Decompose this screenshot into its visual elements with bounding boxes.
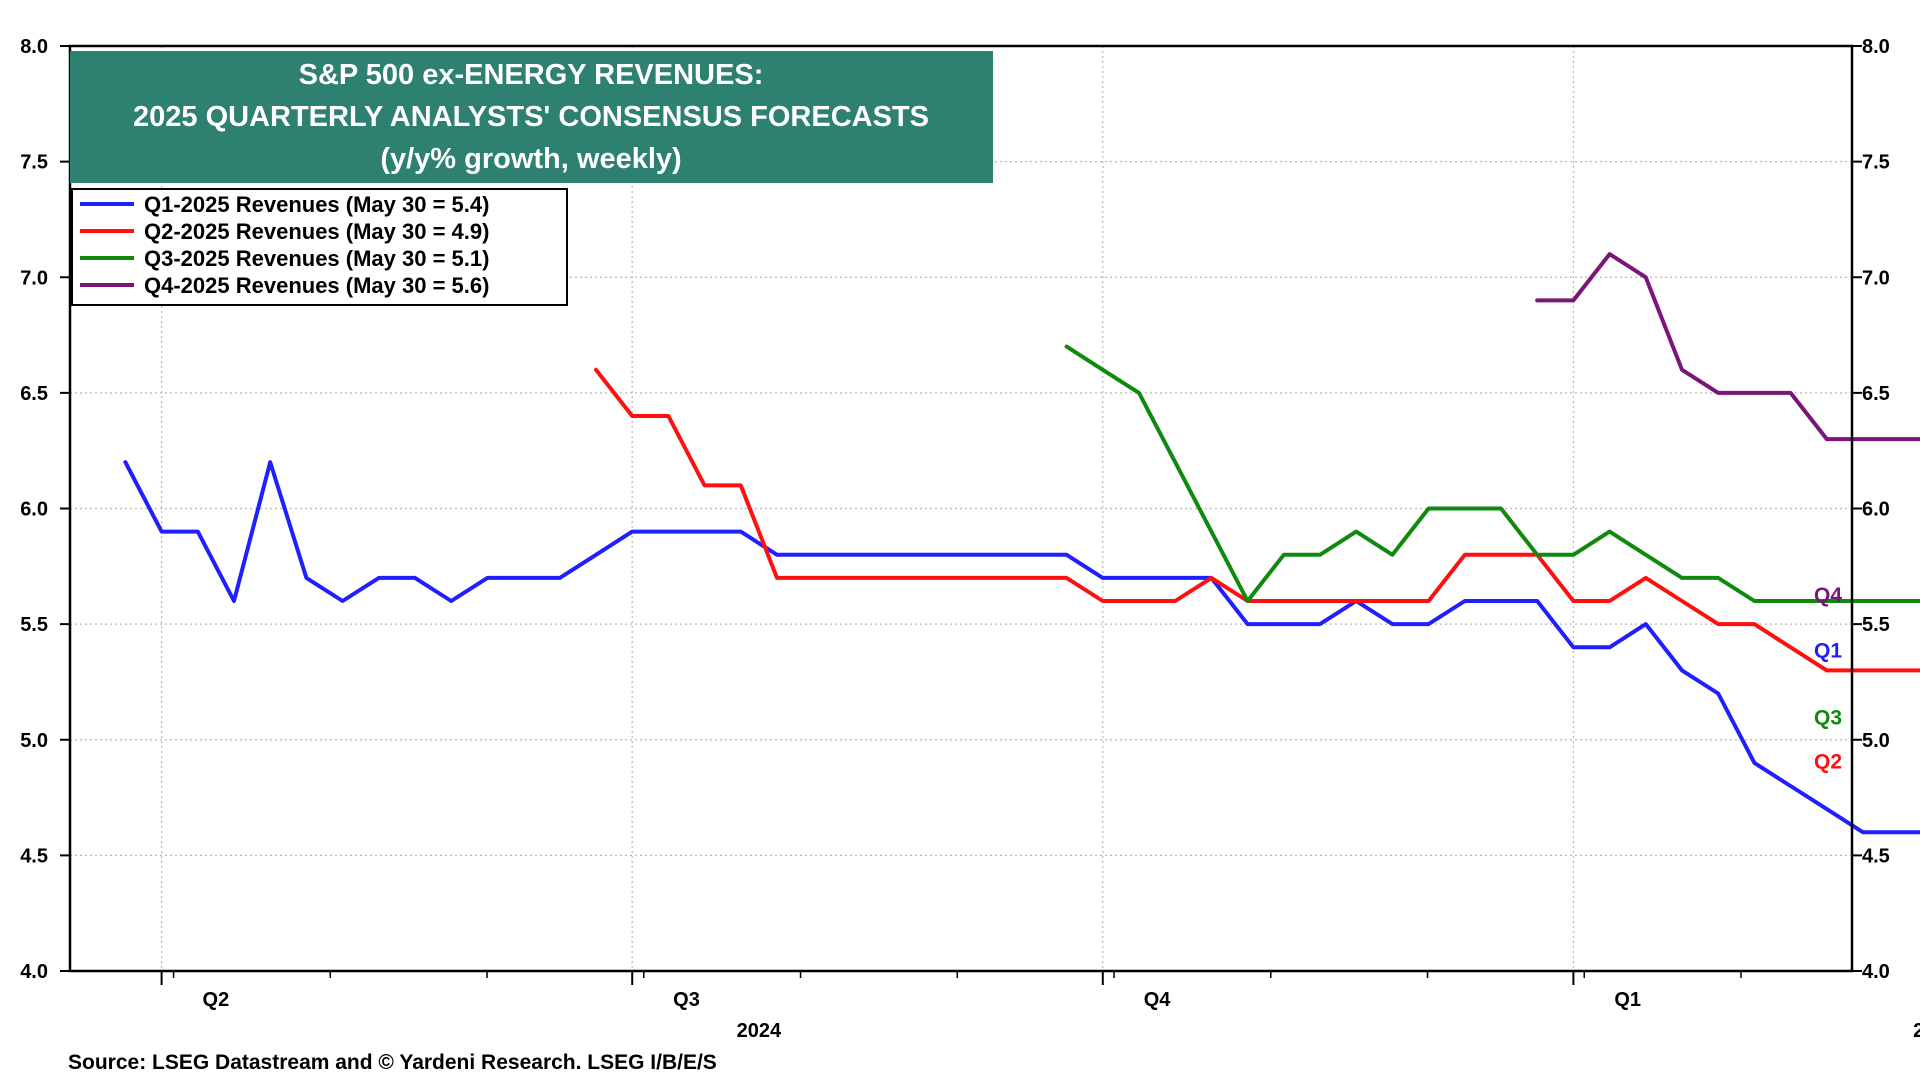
- title-line-2: 2025 QUARTERLY ANALYSTS' CONSENSUS FOREC…: [133, 101, 929, 133]
- end-label-q3: Q3: [1814, 707, 1842, 730]
- series-layer: [123, 252, 1920, 835]
- legend-label-q3: Q3-2025 Revenues (May 30 = 5.1): [144, 246, 489, 271]
- series-line-q1: [123, 460, 1920, 835]
- grid-layer: [70, 46, 1852, 971]
- title-background: [70, 51, 993, 183]
- end-label-q1: Q1: [1814, 640, 1842, 663]
- y-tick-label-right: 7.0: [1862, 267, 1890, 289]
- x-tick-label-quarter: Q2: [203, 989, 230, 1011]
- y-tick-label-left: 5.5: [20, 614, 48, 636]
- y-tick-label-right: 7.5: [1862, 152, 1890, 174]
- y-tick-label-left: 6.5: [20, 383, 48, 405]
- legend: Q1-2025 Revenues (May 30 = 5.4)Q2-2025 R…: [71, 188, 568, 306]
- legend-entries: Q1-2025 Revenues (May 30 = 5.4)Q2-2025 R…: [80, 192, 489, 298]
- axis-layer: 4.0 4.0 4.5 4.5 5.0 5.0 5.5 5.5 6.0 6.0 6.5 6.5 7.0 7…: [20, 36, 1920, 1042]
- legend-label-q2: Q2-2025 Revenues (May 30 = 4.9): [144, 219, 489, 244]
- y-tick-label-left: 4.5: [20, 845, 48, 867]
- y-tick-label-left: 4.0: [20, 961, 48, 983]
- y-tick-label-right: 4.0: [1862, 961, 1890, 983]
- x-tick-label-year: 2024: [737, 1020, 782, 1042]
- y-tick-label-right: 6.0: [1862, 499, 1890, 521]
- y-tick-label-left: 6.0: [20, 499, 48, 521]
- title-line-1: S&P 500 ex-ENERGY REVENUES:: [299, 59, 764, 91]
- y-tick-label-left: 8.0: [20, 36, 48, 58]
- end-label-q4: Q4: [1814, 584, 1842, 607]
- y-tick-label-right: 8.0: [1862, 36, 1890, 58]
- series-line-q3: [1064, 344, 1920, 603]
- y-tick-label-right: 5.0: [1862, 730, 1890, 752]
- end-labels: Q1 Q2 Q3 Q4: [1814, 584, 1842, 774]
- legend-label-q1: Q1-2025 Revenues (May 30 = 5.4): [144, 192, 489, 217]
- x-tick-label-quarter: Q1: [1614, 989, 1641, 1011]
- title-box: S&P 500 ex-ENERGY REVENUES: 2025 QUARTER…: [70, 51, 993, 183]
- x-tick-label-quarter: Q4: [1144, 989, 1172, 1011]
- y-tick-label-left: 7.0: [20, 267, 48, 289]
- x-tick-label-year: 2025: [1913, 1020, 1920, 1042]
- series-line-q4: [1535, 252, 1920, 442]
- legend-label-q4: Q4-2025 Revenues (May 30 = 5.6): [144, 273, 489, 298]
- legend-box: [71, 188, 568, 306]
- title-line-3: (y/y% growth, weekly): [380, 143, 681, 175]
- source-note: Source: LSEG Datastream and © Yardeni Re…: [68, 1051, 717, 1074]
- x-tick-label-quarter: Q3: [673, 989, 700, 1011]
- y-tick-label-left: 7.5: [20, 152, 48, 174]
- end-label-q2: Q2: [1814, 751, 1842, 774]
- y-tick-label-right: 4.5: [1862, 845, 1890, 867]
- y-tick-label-left: 5.0: [20, 730, 48, 752]
- y-tick-label-right: 5.5: [1862, 614, 1890, 636]
- y-tick-label-right: 6.5: [1862, 383, 1890, 405]
